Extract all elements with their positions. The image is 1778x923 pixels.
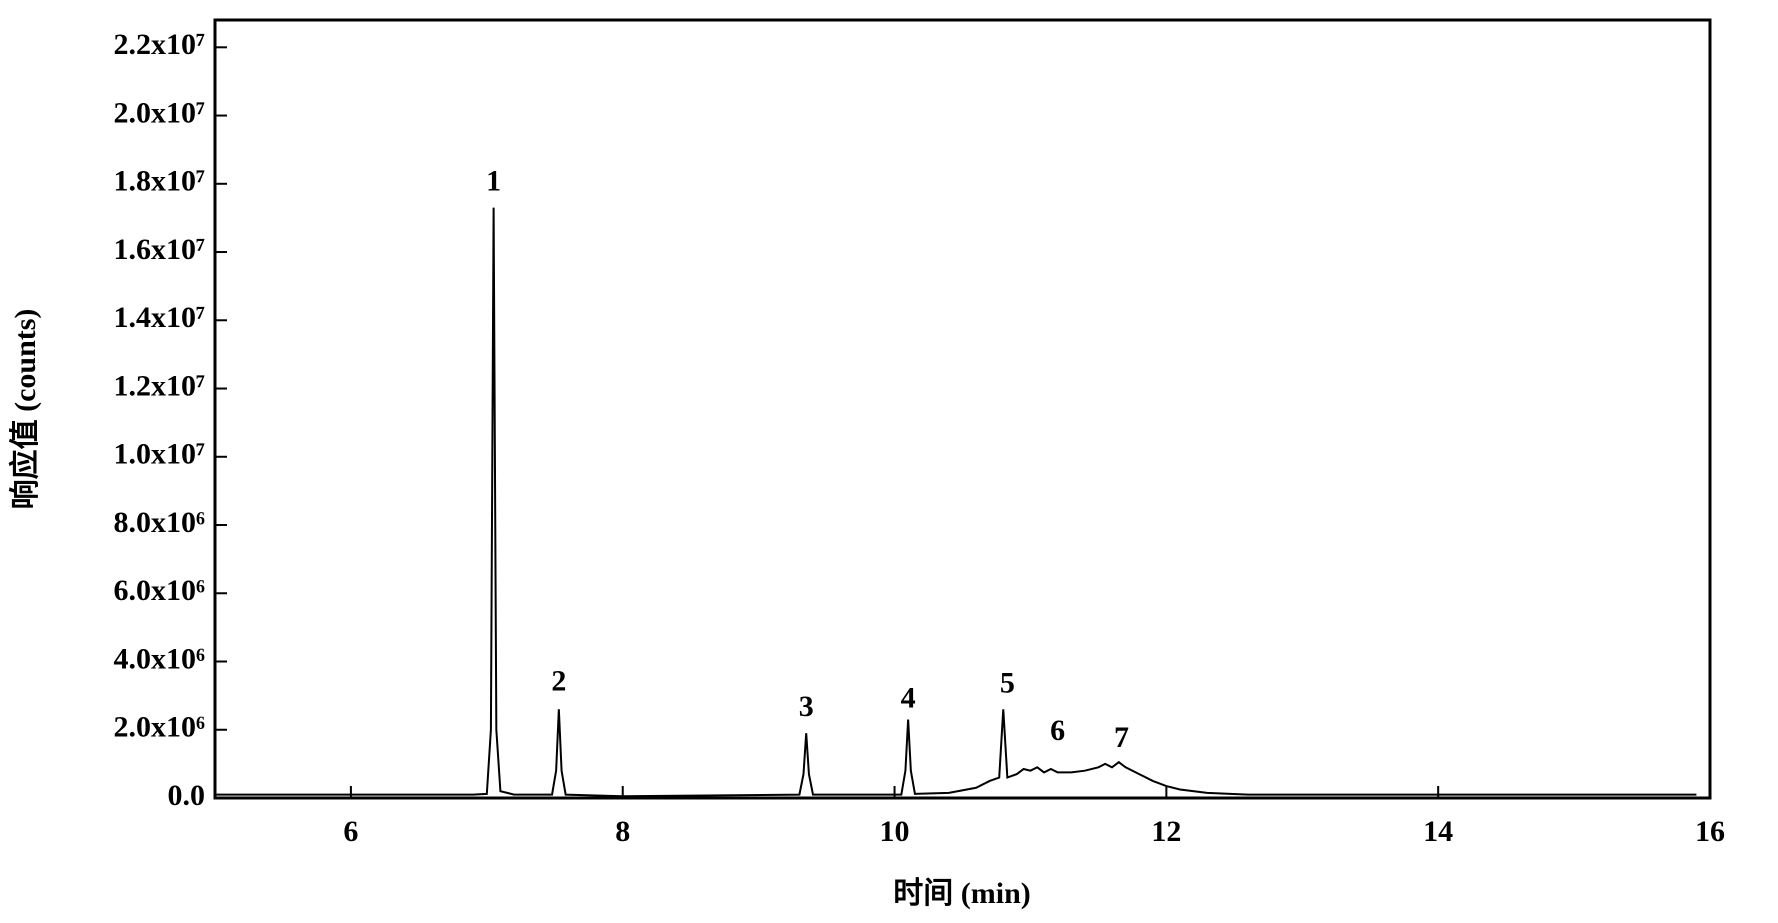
x-tick-label: 16 xyxy=(1695,815,1725,848)
y-tick-label: 1.6x10⁷ xyxy=(114,233,206,266)
y-tick-label: 2.0x10⁶ xyxy=(114,711,206,744)
y-axis-title: 响应值 (counts) xyxy=(8,309,42,510)
peak-label: 6 xyxy=(1050,714,1065,747)
x-tick-label: 14 xyxy=(1423,815,1453,848)
peak-label: 7 xyxy=(1114,721,1129,754)
y-tick-label: 2.2x10⁷ xyxy=(114,28,206,61)
y-tick-label: 1.0x10⁷ xyxy=(114,438,206,471)
peak-label: 3 xyxy=(799,690,814,723)
x-tick-label: 8 xyxy=(615,815,630,848)
peak-label: 4 xyxy=(901,682,916,715)
peak-label: 5 xyxy=(1000,666,1015,699)
peak-label: 1 xyxy=(486,165,501,198)
y-tick-label: 2.0x10⁷ xyxy=(114,96,206,129)
x-tick-label: 12 xyxy=(1151,815,1181,848)
y-tick-label: 4.0x10⁶ xyxy=(114,642,206,675)
y-tick-label: 1.2x10⁷ xyxy=(114,369,206,402)
y-tick-label: 1.8x10⁷ xyxy=(114,165,206,198)
x-tick-label: 6 xyxy=(343,815,358,848)
x-axis-title: 时间 (min) xyxy=(893,877,1031,910)
plot-frame xyxy=(213,18,1712,800)
y-tick-label: 8.0x10⁶ xyxy=(114,506,206,539)
x-tick-label: 10 xyxy=(880,815,910,848)
y-tick-label: 0.0 xyxy=(168,779,206,812)
y-tick-label: 1.4x10⁷ xyxy=(114,301,206,334)
y-tick-label: 6.0x10⁶ xyxy=(114,574,206,607)
peak-label: 2 xyxy=(551,665,566,698)
chromatogram-line xyxy=(215,207,1697,798)
